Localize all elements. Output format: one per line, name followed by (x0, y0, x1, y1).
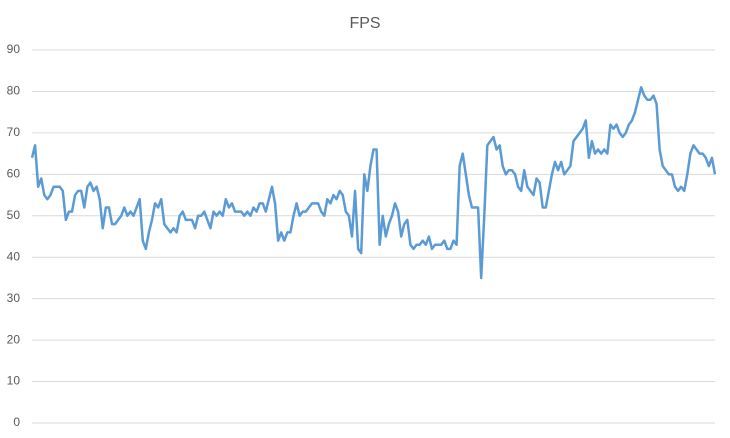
y-tick-label: 90 (7, 42, 21, 56)
y-tick-label: 60 (7, 167, 21, 181)
y-tick-label: 50 (7, 208, 21, 222)
y-tick-label: 30 (7, 291, 21, 305)
y-tick-label: 10 (7, 374, 21, 388)
y-tick-label: 20 (7, 332, 21, 346)
data-line (30, 86, 717, 280)
y-tick-label: 0 (13, 415, 20, 429)
chart-title: FPS (349, 15, 380, 32)
y-tick-label: 70 (7, 125, 21, 139)
y-tick-label: 40 (7, 249, 21, 263)
y-tick-label: 80 (7, 84, 21, 98)
